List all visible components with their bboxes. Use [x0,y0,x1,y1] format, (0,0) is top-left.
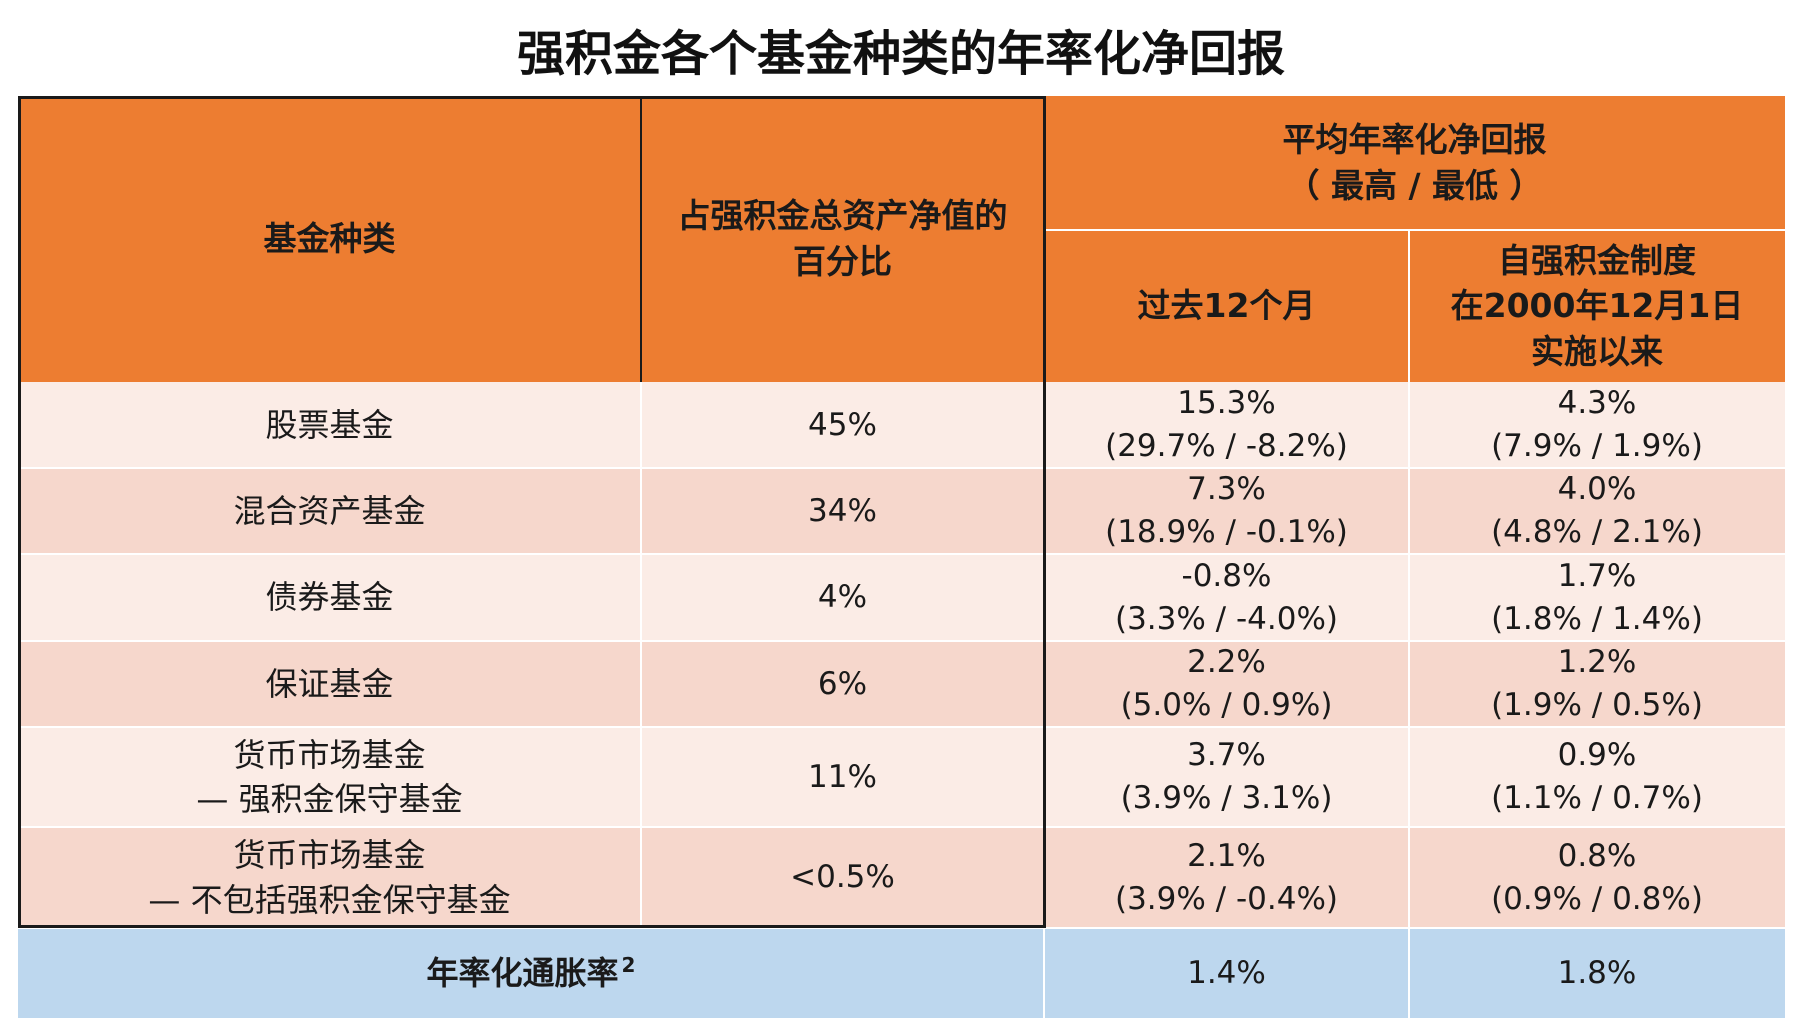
header-divider [640,96,642,382]
since-range: (1.9% / 0.5%) [1491,687,1703,723]
since-range: (0.9% / 0.8%) [1491,880,1703,917]
header-avg-return: 平均年率化净回报 （ 最高 / 最低 ） [1044,96,1785,230]
past12-cell: 3.7% (3.9% / 3.1%) [1044,727,1409,827]
since-value: 4.3% [1557,385,1637,422]
table-title: 强积金各个基金种类的年率化净回报 [516,26,1285,82]
past12-cell: -0.8% (3.3% / -4.0%) [1044,554,1409,641]
past12-value: 2.2% [1187,644,1266,681]
header-pct-nav-line2: 百分比 [793,242,892,281]
past12-value: 3.7% [1187,737,1266,774]
since-cell: 1.7% (1.8% / 1.4%) [1409,554,1785,641]
column-separator [640,382,642,928]
header-since-inception: 自强积金制度 在2000年12月1日 实施以来 [1409,230,1785,382]
fund-type-cell: 债券基金 [18,554,641,641]
since-cell: 4.0% (4.8% / 2.1%) [1409,468,1785,554]
header-avg-return-line1: 平均年率化净回报 [1282,120,1547,160]
fund-type-line: 股票基金 [265,405,394,444]
header-past12: 过去12个月 [1044,230,1409,382]
past12-range: (3.9% / 3.1%) [1120,780,1333,816]
fund-type-line: 保证基金 [265,664,394,703]
grid-line [1408,230,1410,1018]
since-range: (7.9% / 1.9%) [1491,428,1703,464]
fund-type-cell: 股票基金 [18,382,641,468]
header-since-line3: 实施以来 [1531,331,1663,371]
header-past12-label: 过去12个月 [1137,286,1316,326]
past12-value: -0.8% [1181,557,1272,594]
fund-type-line: 混合资产基金 [233,491,426,530]
since-range: (4.8% / 2.1%) [1491,514,1703,550]
inflation-since: 1.8% [1409,928,1785,1018]
past12-cell: 7.3% (18.9% / -0.1%) [1044,468,1409,554]
past12-cell: 15.3% (29.7% / -8.2%) [1044,382,1409,468]
past12-range: (5.0% / 0.9%) [1120,687,1333,723]
pct-nav-cell: 4% [641,554,1044,641]
header-pct-nav-line1: 占强积金总资产净值的 [677,196,1008,236]
pct-nav-value: 34% [808,492,877,529]
fund-type-cell: 混合资产基金 [18,468,641,554]
past12-range: (18.9% / -0.1%) [1105,514,1348,550]
header-pct-nav: 占强积金总资产净值的 百分比 [641,96,1044,382]
pct-nav-value: 6% [817,665,868,702]
since-range: (1.1% / 0.7%) [1491,780,1703,816]
inflation-past12-value: 1.4% [1187,954,1266,991]
since-value: 0.9% [1557,737,1637,774]
fund-type-line: 货币市场基金 [233,836,426,875]
header-avg-return-line2: （ 最高 / 最低 ） [1286,166,1543,205]
pct-nav-cell: <0.5% [641,827,1044,928]
since-range: (1.8% / 1.4%) [1491,600,1703,637]
fund-type-cell: 货币市场基金 — 不包括强积金保守基金 [18,827,641,928]
row-separator [18,726,1785,728]
header-fund-type: 基金种类 [18,96,641,382]
inflation-label-cell: 年率化通胀率 2 [18,928,1044,1018]
past12-range: (3.9% / -0.4%) [1114,880,1339,917]
inflation-past12: 1.4% [1044,928,1409,1018]
grid-line [1043,928,1045,1018]
fund-type-line: 债券基金 [265,578,394,617]
fund-type-cell: 保证基金 [18,641,641,727]
since-cell: 1.2% (1.9% / 0.5%) [1409,641,1785,727]
since-value: 1.2% [1557,644,1637,681]
fund-type-cell: 货币市场基金 — 强积金保守基金 [18,727,641,827]
past12-cell: 2.2% (5.0% / 0.9%) [1044,641,1409,727]
fund-type-line: 货币市场基金 [233,735,426,774]
inflation-label: 年率化通胀率 2 [426,953,636,992]
since-cell: 4.3% (7.9% / 1.9%) [1409,382,1785,468]
past12-range: (3.3% / -4.0%) [1114,600,1339,637]
pct-nav-value: 45% [808,406,877,443]
since-value: 0.8% [1557,837,1637,874]
pct-nav-value: <0.5% [790,859,895,896]
pct-nav-cell: 11% [641,727,1044,827]
since-cell: 0.8% (0.9% / 0.8%) [1409,827,1785,928]
past12-range: (29.7% / -8.2%) [1105,428,1348,464]
pct-nav-cell: 45% [641,382,1044,468]
row-separator [18,640,1785,642]
fund-type-line: — 强积金保守基金 [196,780,463,818]
inflation-since-value: 1.8% [1557,954,1637,991]
past12-value: 15.3% [1177,385,1276,422]
row-separator [18,826,1785,828]
past12-value: 2.1% [1187,837,1266,874]
past12-cell: 2.1% (3.9% / -0.4%) [1044,827,1409,928]
since-cell: 0.9% (1.1% / 0.7%) [1409,727,1785,827]
inflation-footnote: 2 [621,953,636,978]
since-value: 4.0% [1557,471,1637,508]
fund-type-line: — 不包括强积金保守基金 [148,880,511,919]
pct-nav-value: 11% [808,758,877,795]
row-separator [18,467,1785,469]
since-value: 1.7% [1557,557,1637,594]
row-separator [18,927,1785,929]
header-since-line1: 自强积金制度 [1498,240,1696,280]
grid-line [1044,229,1785,231]
pct-nav-value: 4% [817,579,868,616]
header-fund-type-label: 基金种类 [263,219,396,259]
header-since-line2: 在2000年12月1日 [1450,286,1744,326]
row-separator [18,553,1785,555]
pct-nav-cell: 34% [641,468,1044,554]
past12-value: 7.3% [1187,471,1266,508]
pct-nav-cell: 6% [641,641,1044,727]
